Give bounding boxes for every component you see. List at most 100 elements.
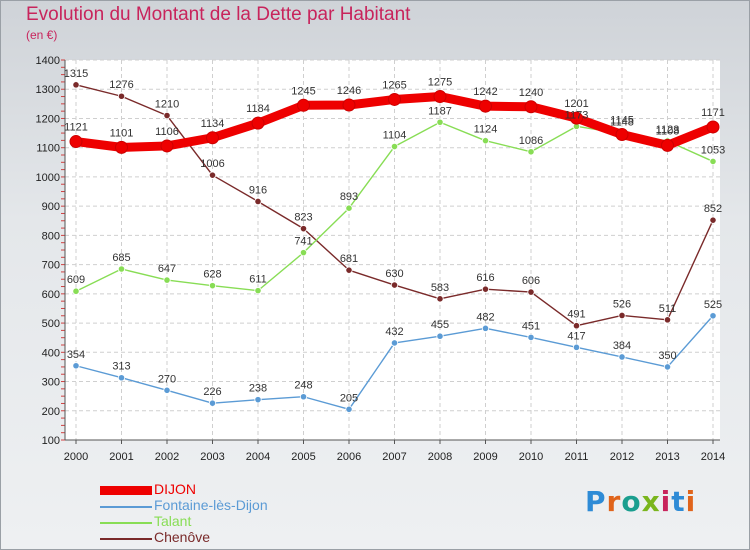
data-label: 1104 — [383, 130, 407, 142]
data-label: 1187 — [428, 105, 452, 117]
data-point — [117, 265, 126, 273]
data-label: 1086 — [519, 135, 543, 147]
data-point — [481, 285, 490, 293]
data-label: 1148 — [610, 117, 634, 129]
data-point — [117, 374, 126, 382]
data-point — [160, 139, 174, 153]
data-point — [390, 339, 399, 347]
data-label: 1201 — [564, 98, 588, 110]
data-label: 1184 — [246, 103, 270, 115]
data-point — [254, 287, 262, 295]
legend-swatch — [100, 486, 152, 495]
data-label: 1245 — [291, 85, 315, 97]
x-tick-label: 2011 — [565, 451, 589, 463]
y-tick-label: 200 — [42, 406, 60, 418]
data-label: 628 — [203, 269, 221, 281]
data-label: 1123 — [656, 124, 680, 136]
x-tick-label: 2006 — [337, 451, 361, 463]
data-point — [663, 316, 672, 324]
plot-area — [65, 60, 720, 440]
data-label: 482 — [476, 311, 494, 323]
x-tick-label: 2009 — [473, 451, 497, 463]
data-point — [208, 399, 217, 407]
data-point — [527, 148, 535, 156]
data-label: 1240 — [519, 87, 543, 99]
data-point — [117, 92, 126, 100]
data-label: 455 — [431, 319, 449, 331]
legend-item: Talant — [98, 513, 358, 531]
data-point — [299, 393, 308, 401]
x-tick-label: 2005 — [291, 451, 315, 463]
data-label: 1101 — [110, 127, 134, 139]
data-point — [390, 142, 399, 151]
data-point — [663, 363, 672, 371]
data-label: 1106 — [155, 126, 179, 138]
data-point — [481, 324, 490, 332]
data-point — [572, 343, 581, 351]
legend-label: Fontaine-lès-Dijon — [154, 497, 268, 513]
data-label: 491 — [567, 309, 585, 321]
x-tick-label: 2007 — [382, 451, 406, 463]
data-label: 1276 — [109, 79, 133, 91]
data-point — [572, 322, 581, 330]
x-tick-label: 2010 — [519, 451, 543, 463]
data-label: 270 — [158, 373, 176, 385]
data-label: 526 — [613, 298, 631, 310]
data-label: 313 — [112, 361, 130, 373]
data-label: 525 — [704, 299, 722, 311]
data-label: 823 — [294, 212, 312, 224]
data-label: 741 — [294, 236, 312, 248]
data-point — [206, 131, 219, 145]
data-label: 248 — [294, 380, 312, 392]
legend-item: Chenôve — [98, 529, 358, 547]
data-label: 417 — [567, 330, 585, 342]
data-label: 1210 — [155, 99, 179, 111]
data-label: 647 — [158, 263, 176, 275]
x-tick-label: 2013 — [655, 451, 679, 463]
data-label: 1145 — [610, 115, 634, 127]
data-label: 583 — [431, 282, 449, 294]
data-point — [436, 295, 444, 303]
y-tick-label: 500 — [42, 318, 60, 330]
data-point — [388, 92, 401, 106]
data-point — [618, 311, 626, 320]
x-tick-label: 2001 — [109, 451, 133, 463]
data-point — [299, 225, 308, 233]
data-point — [709, 216, 717, 224]
data-label: 852 — [704, 203, 722, 215]
legend-item: Fontaine-lès-Dijon — [98, 497, 358, 515]
data-label: 1108 — [656, 125, 680, 137]
data-point — [208, 171, 217, 179]
data-point — [254, 396, 262, 404]
chart-title: Evolution du Montant de la Dette par Hab… — [26, 4, 411, 25]
data-point — [618, 353, 626, 361]
data-label: 384 — [613, 340, 631, 352]
data-point — [709, 312, 717, 320]
data-label: 681 — [340, 253, 358, 265]
data-point — [69, 135, 83, 149]
data-point — [115, 140, 128, 154]
x-tick-label: 2012 — [610, 451, 634, 463]
data-label: 238 — [249, 383, 267, 395]
y-tick-label: 900 — [42, 201, 60, 213]
data-point — [436, 332, 444, 340]
data-label: 1121 — [64, 122, 88, 134]
data-point — [345, 204, 353, 212]
data-point — [72, 362, 80, 370]
data-label: 1246 — [337, 85, 361, 97]
y-tick-label: 1100 — [36, 143, 60, 155]
data-label: 1134 — [201, 118, 225, 130]
x-tick-label: 2002 — [155, 451, 179, 463]
data-point — [390, 281, 399, 289]
data-point — [163, 111, 171, 120]
data-point — [297, 98, 310, 112]
data-label: 630 — [385, 268, 403, 280]
data-label: 1006 — [200, 158, 224, 170]
data-point — [570, 111, 583, 125]
data-point — [342, 98, 356, 112]
y-tick-label: 800 — [42, 230, 60, 242]
legend-item: DIJON — [98, 481, 358, 499]
data-point — [479, 99, 492, 113]
y-tick-label: 100 — [42, 435, 60, 447]
